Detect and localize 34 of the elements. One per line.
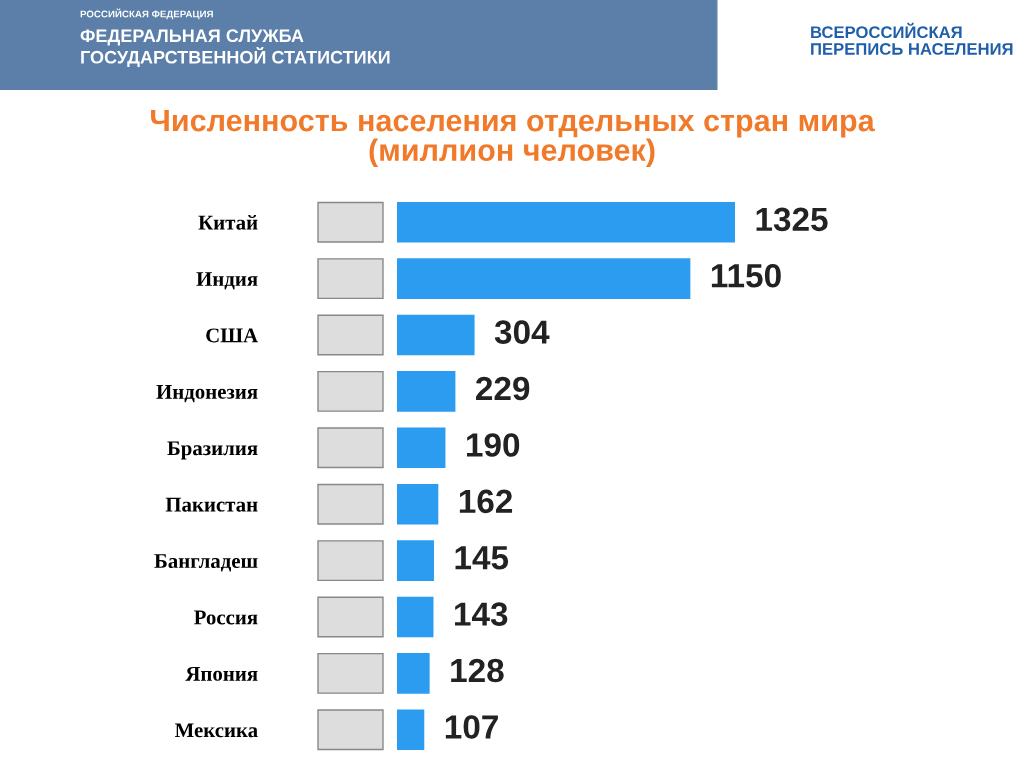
- bar: [397, 371, 456, 412]
- y-tick-label: Пакистан: [165, 497, 258, 512]
- bar: [397, 258, 691, 299]
- y-tick-label: Индия: [196, 272, 258, 290]
- bar: [397, 483, 439, 525]
- bar: [397, 540, 434, 581]
- data-label: 1325: [756, 207, 828, 232]
- data-label: 304: [494, 320, 550, 344]
- y-tick-label: Мексика: [174, 723, 258, 738]
- y-tick-label: Китай: [198, 215, 258, 230]
- y-tick-label: Россия: [194, 610, 258, 625]
- data-label: 145: [455, 546, 509, 570]
- text: ФЕДЕРАЛЬНАЯ СЛУЖБА ГОСУДАРСТВЕННОЙ СТАТИСТИКИ: [80, 29, 390, 68]
- y-tick-label: Япония: [185, 666, 258, 681]
- data-label: 128: [451, 658, 504, 683]
- bar: [397, 653, 430, 694]
- data-label: 190: [467, 433, 520, 457]
- bar: [397, 596, 434, 638]
- bar: [397, 427, 446, 469]
- y-tick-label: Бразилия: [167, 441, 258, 460]
- y-tick-label: Индонезия: [156, 384, 258, 403]
- text: ВСЕРОССИЙСКАЯ ПЕРЕПИСЬ НАСЕЛЕНИЯ: [811, 22, 1013, 55]
- bar: [397, 709, 425, 751]
- chart-title: Численность населения отдельных стран мира (миллион человек): [151, 110, 875, 168]
- y-tick-label: США: [206, 328, 258, 343]
- bar: [397, 314, 475, 356]
- text: РОССИЙСКАЯ ФЕДЕРАЦИЯ: [80, 8, 213, 20]
- data-label: 107: [445, 715, 498, 739]
- data-label: 143: [455, 602, 508, 626]
- data-label: 229: [476, 376, 530, 401]
- bar: [397, 201, 735, 243]
- y-tick-label: Бангладеш: [154, 554, 258, 572]
- data-label: 162: [459, 489, 513, 514]
- data-label: 1150: [711, 263, 781, 288]
